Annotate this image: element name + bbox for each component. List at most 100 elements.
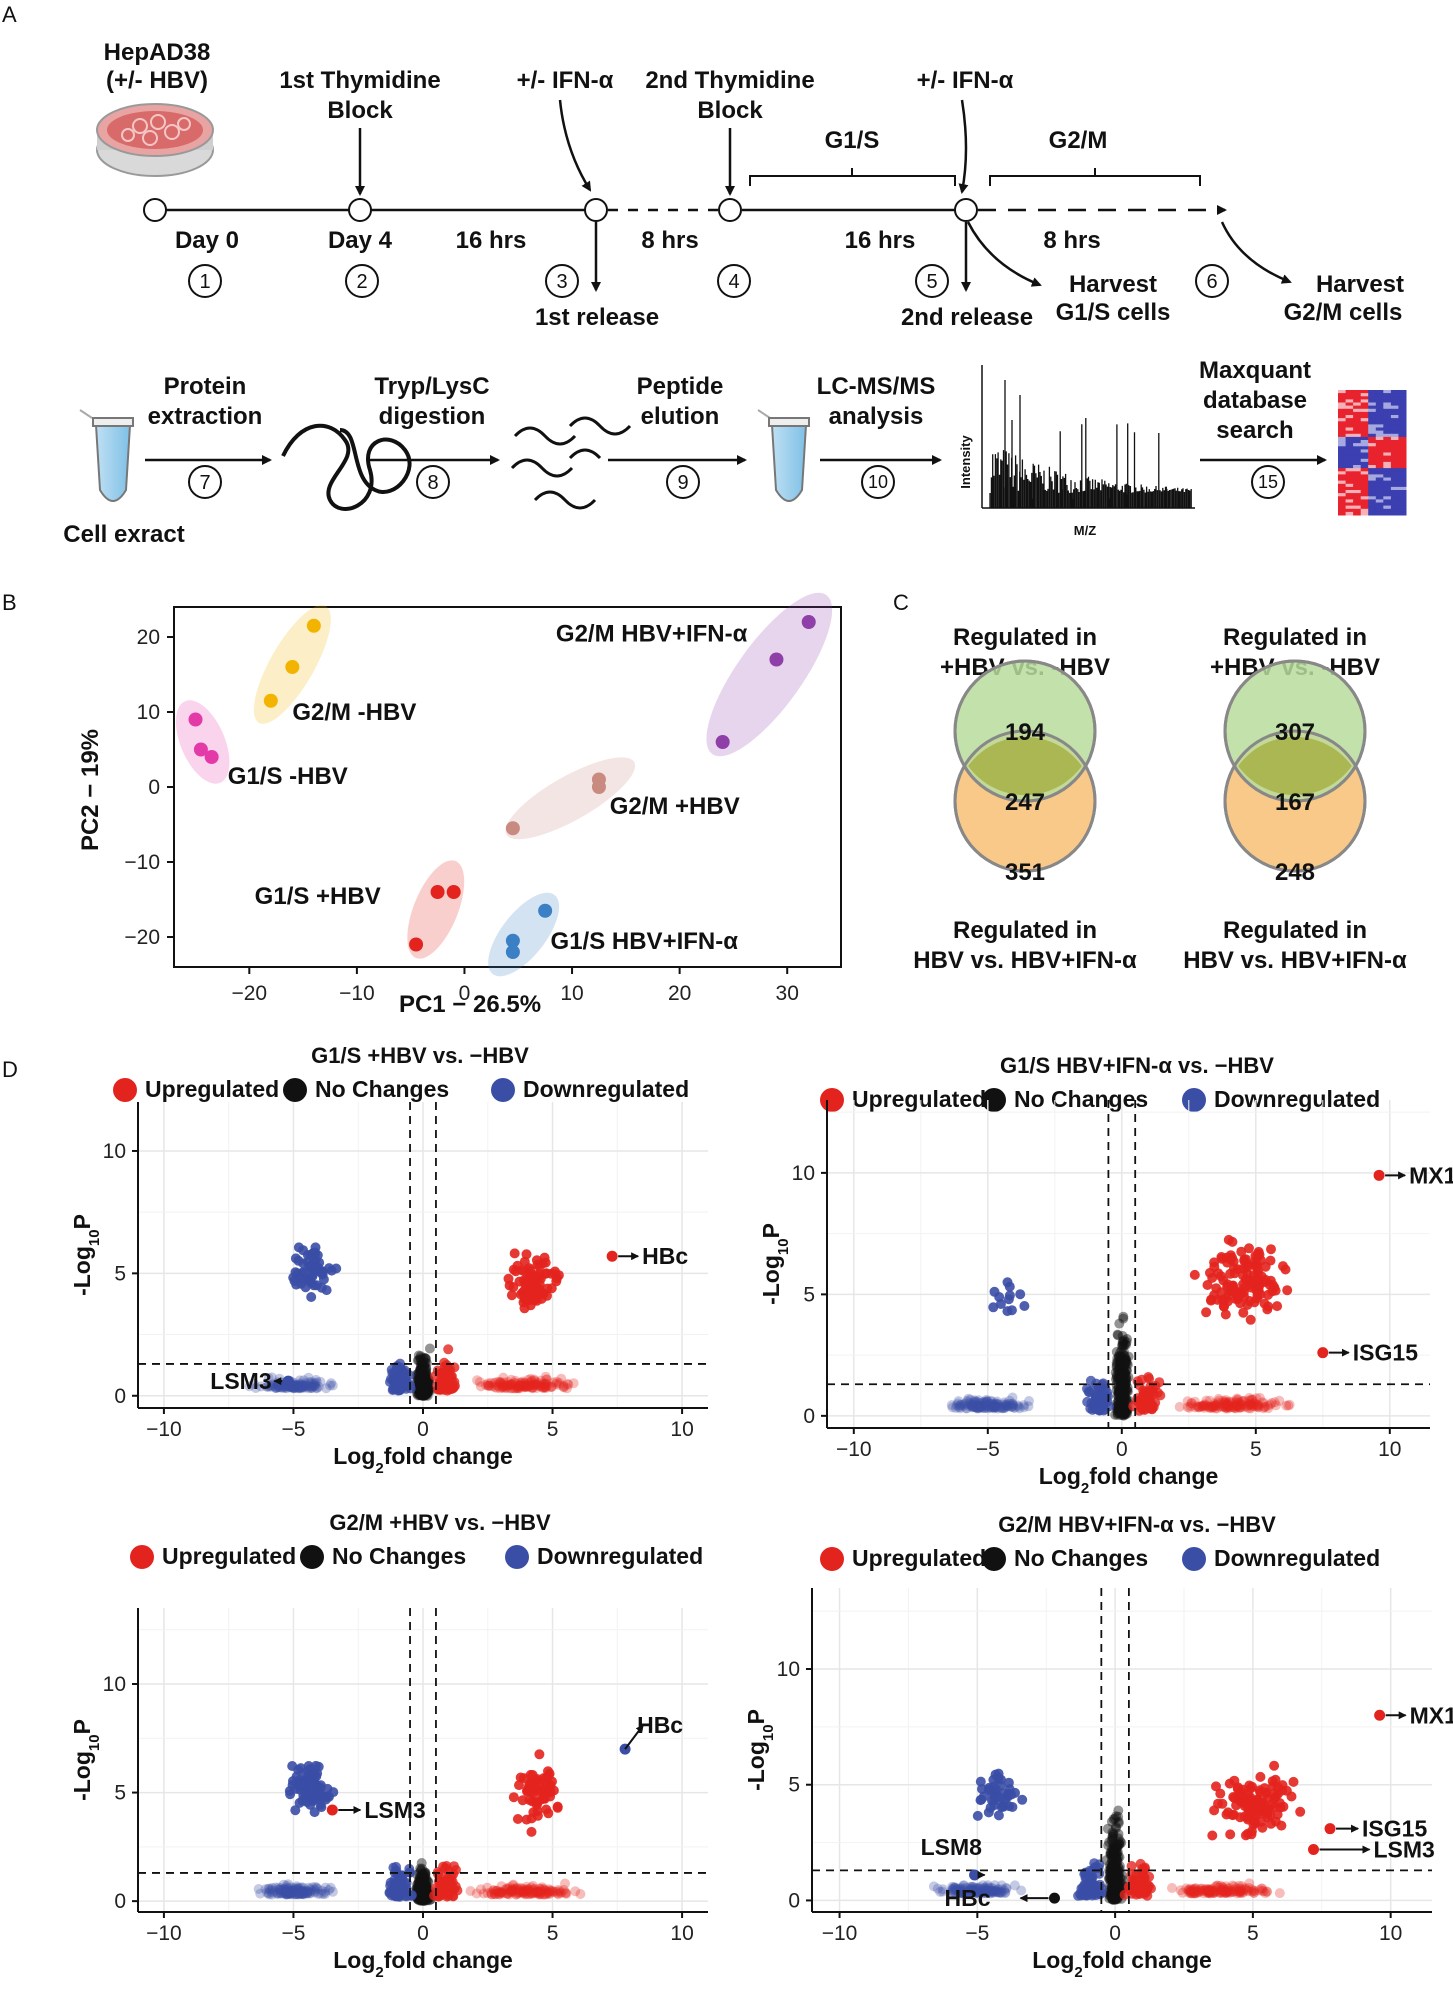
volcano-point <box>521 1885 532 1896</box>
volcano-y-tick-label: 0 <box>114 1385 126 1408</box>
volcano-point <box>263 1883 274 1894</box>
volcano-point <box>391 1363 402 1374</box>
volcano-point <box>1107 1889 1118 1900</box>
volcano-point <box>413 1387 424 1398</box>
volcano-point <box>415 1353 426 1364</box>
volcano-point <box>418 1390 429 1401</box>
volcano-point <box>1218 1398 1229 1409</box>
volcano-point <box>268 1885 279 1896</box>
annotation-label: HBc <box>642 1243 688 1269</box>
volcano-point <box>1219 1397 1230 1408</box>
harvest-g2m-b: G2/M cells <box>1284 299 1403 326</box>
volcano-point <box>510 1266 521 1277</box>
volcano-point <box>523 1374 534 1385</box>
volcano-point <box>1110 1409 1121 1420</box>
volcano-point <box>415 1371 426 1382</box>
volcano-point <box>1253 1399 1264 1410</box>
volcano-point <box>520 1381 531 1392</box>
volcano-point <box>418 1375 429 1386</box>
volcano-point <box>1220 1309 1231 1320</box>
volcano-point <box>311 1382 322 1393</box>
volcano-point <box>285 1887 296 1898</box>
volcano-point <box>1118 1356 1129 1367</box>
volcano-point <box>1239 1254 1250 1265</box>
volcano-point <box>1246 1401 1257 1412</box>
volcano-point <box>416 1387 427 1398</box>
volcano-point <box>415 1890 426 1901</box>
volcano-point <box>296 1888 307 1899</box>
volcano-point <box>959 1398 970 1409</box>
volcano-point <box>417 1890 428 1900</box>
volcano-point <box>507 1885 518 1895</box>
volcano-point <box>272 1888 283 1899</box>
volcano-point <box>306 1781 317 1792</box>
volcano-point <box>415 1894 426 1905</box>
pca-point <box>409 937 424 952</box>
volcano-point <box>1154 1377 1165 1388</box>
volcano-point <box>1102 1823 1113 1834</box>
volcano-point <box>273 1887 283 1898</box>
volcano-point <box>422 1876 433 1887</box>
volcano-point <box>544 1888 554 1899</box>
volcano-point <box>486 1889 497 1900</box>
volcano-point <box>421 1874 432 1885</box>
volcano-point <box>513 1380 524 1391</box>
volcano-point <box>1246 1403 1256 1414</box>
volcano-point <box>981 1394 992 1405</box>
volcano-point <box>418 1890 429 1901</box>
volcano-point <box>417 1894 428 1905</box>
volcano-point <box>417 1387 428 1398</box>
volcano-point <box>1107 1833 1118 1844</box>
volcano-point <box>419 1384 430 1395</box>
volcano-point <box>1115 1391 1126 1401</box>
venn-overlap <box>1238 736 1352 796</box>
volcano-point <box>1238 1884 1249 1895</box>
volcano-point <box>293 1242 304 1253</box>
timeline-16h-2: 16 hrs <box>845 227 916 254</box>
volcano-point <box>971 1399 982 1410</box>
volcano-point <box>416 1880 427 1891</box>
volcano-point <box>540 1379 551 1390</box>
volcano-point <box>947 1885 958 1895</box>
volcano-point <box>296 1889 307 1900</box>
volcano-point <box>1101 1855 1112 1866</box>
volcano-point <box>311 1280 322 1291</box>
volcano-point <box>992 1884 1003 1895</box>
volcano-point <box>289 1885 300 1896</box>
annotated-point <box>1324 1823 1336 1835</box>
volcano-point <box>310 1760 321 1771</box>
volcano-point <box>1248 1398 1259 1409</box>
volcano-point <box>295 1382 306 1393</box>
volcano-point <box>414 1880 425 1891</box>
volcano-point <box>418 1387 429 1398</box>
volcano-point <box>1108 1849 1119 1860</box>
volcano-point <box>302 1887 313 1898</box>
volcano-point <box>1118 1350 1129 1360</box>
volcano-point <box>303 1761 314 1771</box>
volcano-point <box>298 1383 309 1393</box>
volcano-point <box>1106 1890 1117 1901</box>
volcano-point <box>1107 1889 1118 1900</box>
volcano-point <box>1108 1879 1119 1890</box>
volcano-point <box>1214 1395 1224 1406</box>
volcano-point <box>423 1384 434 1395</box>
volcano-point <box>508 1883 519 1894</box>
volcano-point <box>419 1888 430 1899</box>
volcano-point <box>1249 1886 1260 1896</box>
volcano-point <box>1119 1407 1130 1418</box>
volcano-point <box>415 1364 426 1375</box>
volcano-title: G2/M HBV+IFN-α vs. −HBV <box>998 1512 1276 1537</box>
volcano-point <box>1210 1886 1221 1897</box>
volcano-point <box>416 1888 427 1898</box>
volcano-point <box>1117 1360 1128 1371</box>
volcano-point <box>1117 1374 1128 1385</box>
volcano-point <box>974 1400 985 1411</box>
volcano-point <box>1117 1386 1128 1397</box>
volcano-point <box>949 1882 960 1893</box>
volcano-point <box>1119 1392 1130 1403</box>
volcano-point <box>1082 1396 1093 1407</box>
volcano-point <box>417 1881 427 1892</box>
ifn-2-label: +/- IFN-α <box>917 67 1014 94</box>
volcano-point <box>1115 1873 1126 1884</box>
volcano-point <box>1116 1369 1126 1380</box>
